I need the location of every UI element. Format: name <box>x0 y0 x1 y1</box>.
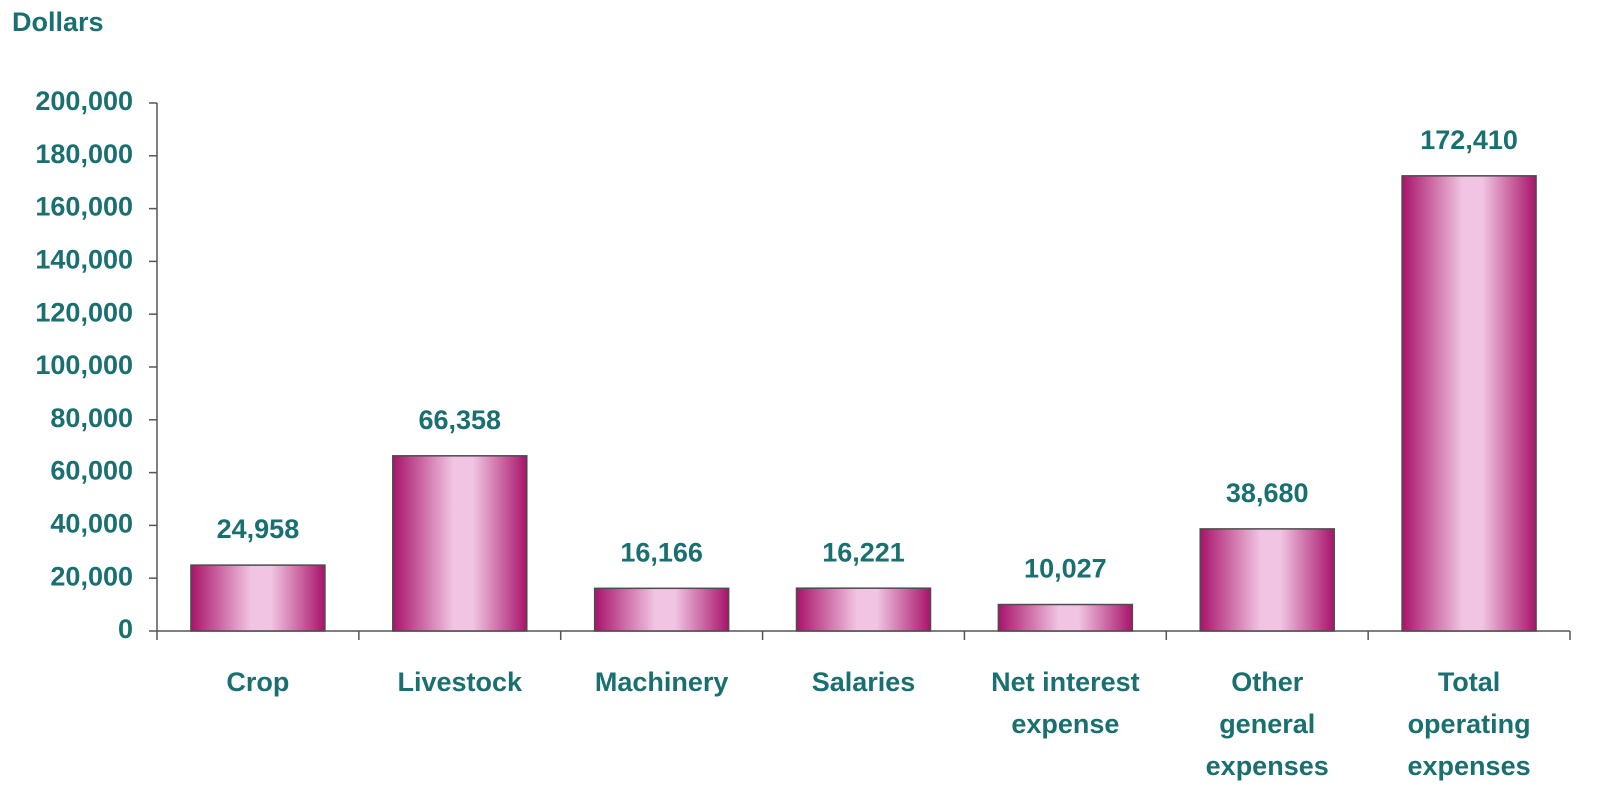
y-tick-label: 20,000 <box>50 561 133 591</box>
y-tick-label: 180,000 <box>35 139 133 169</box>
y-tick-label: 60,000 <box>50 456 133 486</box>
y-tick-label: 40,000 <box>50 509 133 539</box>
bar <box>1199 528 1335 632</box>
value-label: 66,358 <box>418 405 501 435</box>
bar <box>190 564 326 632</box>
y-tick-label: 200,000 <box>35 86 133 116</box>
x-tick-label: expense <box>1011 709 1119 739</box>
x-tick-label: Total <box>1438 667 1501 697</box>
x-tick-label: Salaries <box>812 667 916 697</box>
value-label: 16,221 <box>822 537 905 567</box>
bar <box>392 455 528 632</box>
x-tick-label: expenses <box>1206 751 1329 781</box>
x-tick-label: Livestock <box>398 667 524 697</box>
x-tick-label: operating <box>1408 709 1531 739</box>
bar <box>593 587 730 632</box>
y-tick-label: 140,000 <box>35 245 133 275</box>
x-tick-label: Machinery <box>595 667 729 697</box>
value-label: 38,680 <box>1226 478 1309 508</box>
y-tick-label: 80,000 <box>50 403 133 433</box>
value-label: 172,410 <box>1420 125 1518 155</box>
y-tick-label: 120,000 <box>35 297 133 327</box>
x-tick-label: Net interest <box>991 667 1140 697</box>
bar <box>1401 175 1537 632</box>
x-tick-label: Crop <box>226 667 289 697</box>
value-label: 10,027 <box>1024 554 1107 584</box>
bar <box>997 603 1134 632</box>
x-tick-label: general <box>1219 709 1315 739</box>
value-label: 24,958 <box>217 514 300 544</box>
x-tick-label: Other <box>1231 667 1304 697</box>
y-tick-label: 0 <box>118 614 133 644</box>
axis-title: Dollars <box>12 7 104 37</box>
bar <box>795 587 932 632</box>
y-tick-label: 100,000 <box>35 350 133 380</box>
value-label: 16,166 <box>620 537 703 567</box>
y-tick-label: 160,000 <box>35 192 133 222</box>
x-tick-label: expenses <box>1408 751 1531 781</box>
